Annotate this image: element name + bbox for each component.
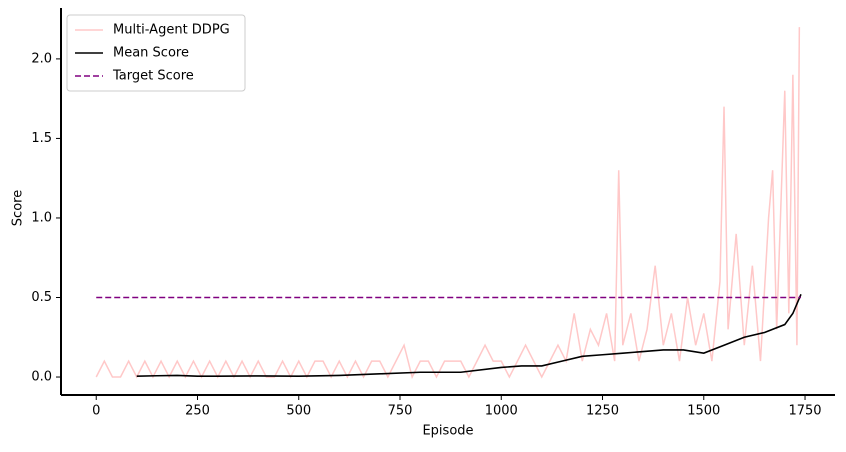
x-tick-label: 0: [92, 404, 100, 419]
legend-label: Multi-Agent DDPG: [113, 23, 230, 38]
y-tick-label: 0.0: [31, 370, 52, 385]
legend-label: Mean Score: [113, 46, 189, 61]
legend-label: Target Score: [112, 69, 194, 84]
x-tick-label: 1000: [485, 404, 518, 419]
x-tick-label: 1500: [687, 404, 720, 419]
x-tick-label: 1250: [586, 404, 619, 419]
x-tick-label: 750: [388, 404, 413, 419]
y-tick-label: 0.5: [31, 290, 52, 305]
x-tick-label: 250: [185, 404, 210, 419]
legend-box: [66, 14, 246, 92]
y-axis-label: Score: [11, 190, 26, 226]
x-axis-label: Episode: [422, 424, 473, 439]
series-line: [136, 294, 802, 378]
y-tick-label: 2.0: [31, 51, 52, 66]
series-line: [95, 27, 801, 380]
y-tick-label: 1.0: [31, 210, 52, 225]
y-tick-label: 1.5: [31, 131, 52, 146]
x-tick-label: 1750: [788, 404, 821, 419]
x-tick-label: 500: [286, 404, 311, 419]
